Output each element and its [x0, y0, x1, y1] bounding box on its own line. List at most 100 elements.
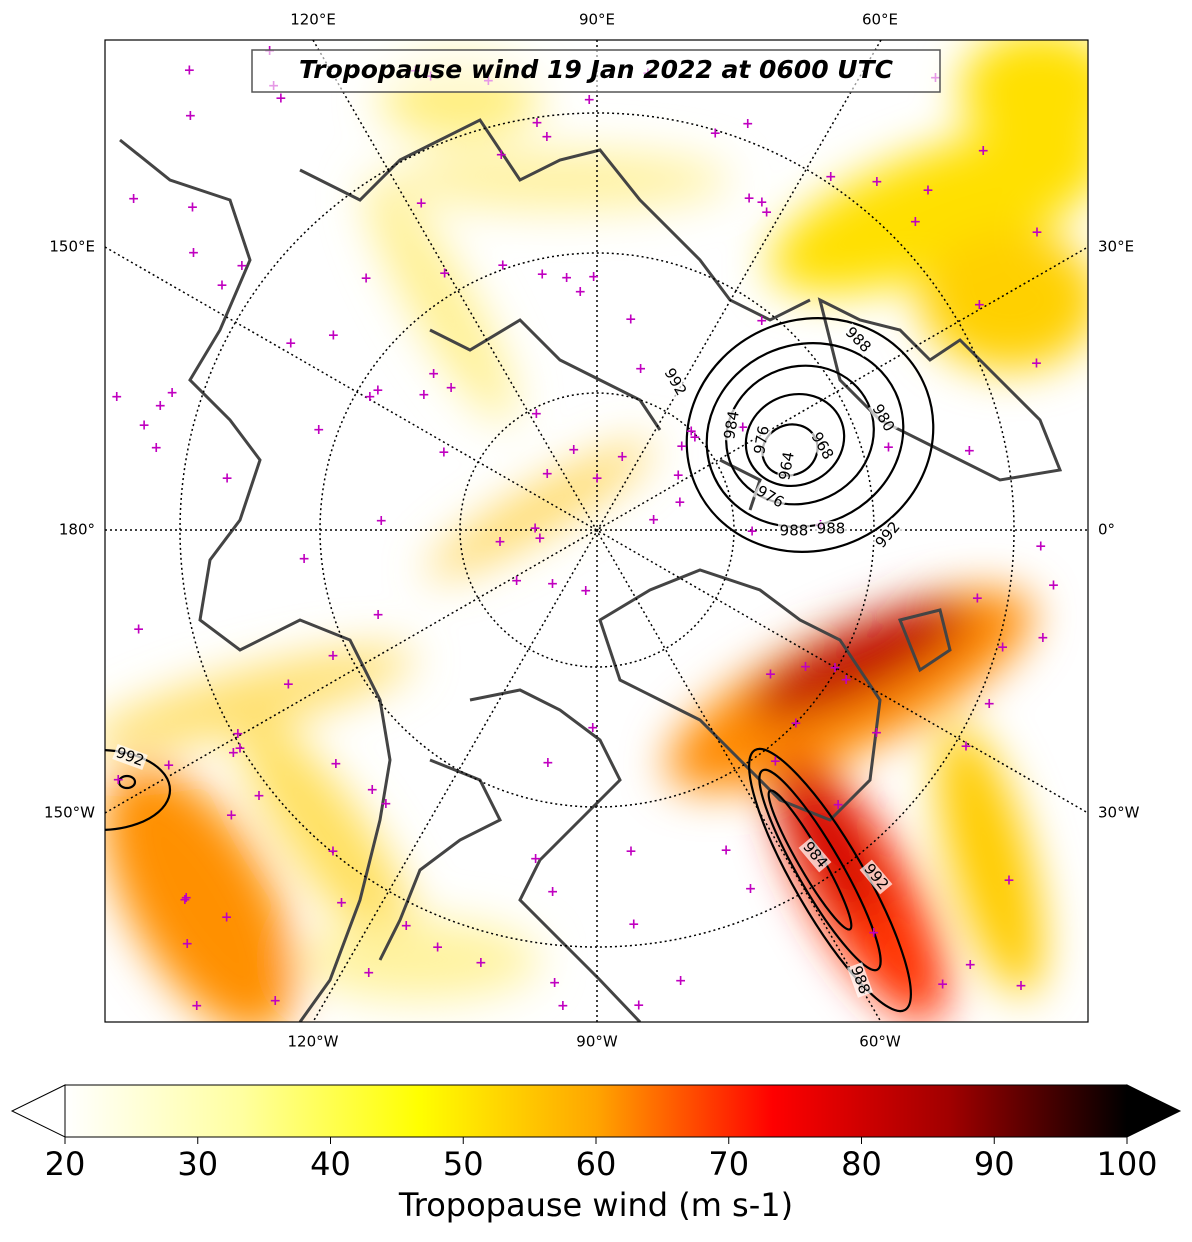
station-marker: +	[133, 621, 145, 637]
contour-label-bg	[112, 744, 148, 770]
colorbar: Tropopause wind (m s-1) 20 30 40 50 60 70 80 90…	[10, 1084, 1182, 1224]
contour-label-bg	[859, 859, 893, 895]
station-marker: +	[756, 194, 768, 210]
station-marker: +	[494, 534, 506, 550]
station-marker: +	[574, 284, 586, 300]
station-marker: +	[676, 438, 688, 454]
station-marker: +	[549, 975, 561, 991]
station-marker: +	[228, 745, 240, 761]
station-marker: +	[761, 205, 773, 221]
station-marker: +	[756, 313, 768, 329]
contour-label-bg	[752, 482, 788, 512]
colorbar-tick-label: 90	[974, 1145, 1015, 1183]
pressure-contours	[105, 317, 935, 1013]
station-marker: +	[328, 328, 340, 344]
station-marker: +	[511, 573, 523, 589]
station-marker: +	[327, 648, 339, 664]
contour-label: 988	[817, 520, 846, 538]
station-marker: +	[745, 881, 757, 897]
station-marker: +	[475, 955, 487, 971]
station-marker: +	[313, 422, 325, 438]
station-marker: +	[112, 772, 124, 788]
station-marker: +	[360, 270, 372, 286]
colorbar-tick-label: 70	[708, 1145, 749, 1183]
station-marker: +	[648, 512, 660, 528]
station-marker: +	[180, 890, 192, 906]
station-marker: +	[960, 739, 972, 755]
station-marker: +	[591, 470, 603, 486]
lon-label: 180°	[59, 521, 95, 539]
station-marker: +	[541, 129, 553, 145]
station-marker: +	[742, 116, 754, 132]
station-marker: +	[154, 398, 166, 414]
contour-label: 964	[775, 450, 798, 481]
contour-label-bg	[841, 323, 875, 357]
station-marker: +	[445, 380, 457, 396]
colorbar-label: Tropopause wind (m s-1)	[398, 1186, 793, 1224]
station-marker: +	[187, 199, 199, 215]
station-marker: +	[269, 993, 281, 1009]
station-marker: +	[495, 147, 507, 163]
station-marker: +	[400, 918, 412, 934]
contour-label: 984	[720, 409, 743, 440]
title-box	[251, 49, 941, 93]
station-marker: +	[616, 449, 628, 465]
lon-label: 90°E	[579, 11, 615, 29]
station-marker: +	[111, 389, 123, 405]
colorbar-tick-label: 80	[841, 1145, 882, 1183]
station-marker: +	[530, 406, 542, 422]
station-marker: +	[225, 807, 237, 823]
colorbar-extend-high	[1126, 1084, 1182, 1138]
station-marker: +	[871, 725, 883, 741]
station-marker: +	[832, 797, 844, 813]
station-marker: +	[128, 191, 140, 207]
station-marker: +	[628, 916, 640, 932]
station-marker: +	[909, 214, 921, 230]
station-marker: +	[709, 125, 721, 141]
station-marker: +	[275, 90, 287, 106]
station-marker: +	[439, 266, 451, 282]
station-marker: +	[150, 440, 162, 456]
station-marker: +	[234, 741, 246, 757]
colorbar-extend-low	[10, 1084, 66, 1138]
station-marker: +	[497, 257, 509, 273]
station-marker: +	[743, 191, 755, 207]
lon-label: 90°W	[576, 1033, 618, 1051]
station-marker: +	[1031, 356, 1043, 372]
colorbar-tick-label: 50	[443, 1145, 484, 1183]
lon-label: 0°	[1098, 521, 1115, 539]
station-marker: +	[163, 758, 175, 774]
station-marker: +	[1015, 978, 1027, 994]
title: Tropopause wind 19 Jan 2022 at 0600 UTC	[299, 55, 894, 84]
station-marker: +	[221, 910, 233, 926]
lon-label: 30°W	[1098, 804, 1140, 822]
station-marker: +	[883, 440, 895, 456]
station-marker: +	[633, 997, 645, 1013]
map: + + + + + + + + + + + + + + + + + + + + + + + + + + + + + + + + + + + + + + + +…	[105, 40, 1088, 1022]
station-marker: +	[625, 844, 637, 860]
station-marker: +	[922, 183, 934, 199]
station-marker: +	[672, 468, 684, 484]
lon-label: 120°W	[288, 1033, 339, 1051]
contour-label-bg	[776, 448, 798, 484]
station-marker: +	[185, 108, 197, 124]
station-marker: +	[216, 277, 228, 293]
colorbar-tick-label: 100	[1096, 1145, 1157, 1183]
station-marker: +	[568, 442, 580, 458]
station-marker: +	[625, 311, 637, 327]
station-marker: +	[746, 523, 758, 539]
contour-label-bg	[847, 962, 873, 998]
station-marker: +	[825, 169, 837, 185]
station-marker: +	[166, 385, 178, 401]
station-marker: +	[871, 174, 883, 190]
station-marker: +	[689, 430, 701, 446]
station-marker: +	[800, 659, 812, 675]
lon-label: 60°W	[859, 1033, 901, 1051]
station-marker: +	[765, 666, 777, 682]
station-marker: +	[181, 936, 193, 952]
station-marker: +	[964, 443, 976, 459]
station-marker: +	[432, 940, 444, 956]
station-marker: +	[542, 755, 554, 771]
colorbar-tick-label: 40	[310, 1145, 351, 1183]
station-marker: +	[534, 531, 546, 547]
